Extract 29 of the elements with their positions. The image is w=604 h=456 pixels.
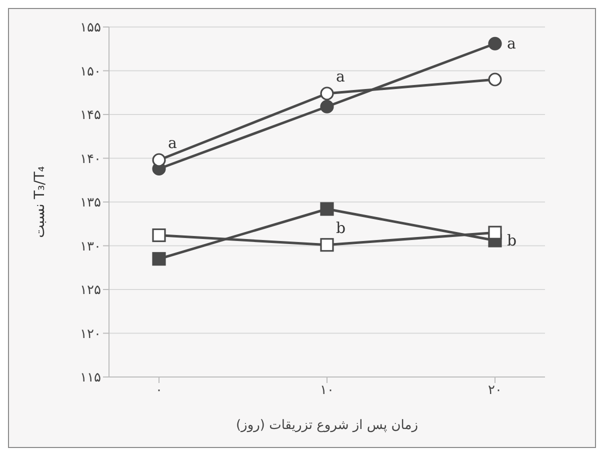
y-tick-label: ۱۵۵: [80, 20, 102, 36]
annotation: b: [336, 218, 346, 237]
point: [152, 153, 166, 167]
y-tick-label: ۱۳۵: [80, 196, 102, 211]
y-tick-label: ۱۲۰: [80, 326, 101, 342]
annotation: a: [507, 34, 516, 53]
point: [152, 228, 166, 242]
x-axis-title: زمان پس از شروع تزریقات (روز): [236, 418, 418, 433]
x-tick-label: ۰: [156, 383, 162, 398]
annotation: b: [507, 232, 517, 250]
point: [320, 100, 334, 114]
y-tick-label: ۱۳۰: [80, 239, 101, 254]
y-tick-label: ۱۴۰: [80, 152, 101, 167]
point: [488, 72, 502, 86]
y-axis-title: نسبت T₃/T₄: [32, 166, 48, 238]
y-tick-label: ۱۴۵: [80, 108, 102, 124]
point: [488, 36, 502, 50]
point: [320, 86, 334, 100]
annotation: a: [336, 68, 345, 86]
y-tick-label: ۱۱۵: [80, 370, 102, 386]
point: [488, 226, 502, 240]
x-tick-label: ۲۰: [488, 383, 502, 398]
point: [320, 238, 334, 252]
annotation: a: [168, 134, 177, 152]
point: [152, 252, 166, 266]
point: [320, 202, 334, 216]
x-tick-label: ۱۰: [320, 383, 334, 398]
y-tick-label: ۱۵۰: [80, 64, 101, 80]
y-tick-label: ۱۲۵: [80, 283, 102, 298]
